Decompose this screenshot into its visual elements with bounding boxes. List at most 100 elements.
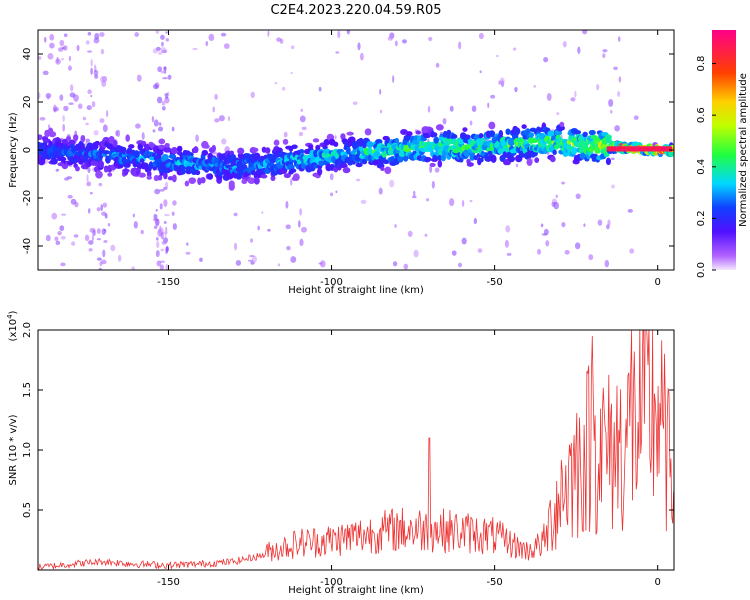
spectrogram-speckle <box>387 36 393 41</box>
spectrogram-speckle <box>110 244 116 252</box>
spectrogram-speckle <box>360 199 367 204</box>
spectrogram-cell <box>354 153 361 162</box>
spectrogram-cell <box>251 147 259 153</box>
spectrogram-speckle <box>261 211 264 214</box>
spectrogram-speckle <box>394 224 397 228</box>
spectrogram-cell <box>203 144 210 149</box>
spectrogram-speckle <box>283 131 288 138</box>
spectrogram-speckle <box>611 184 615 189</box>
spectrogram-speckle <box>63 45 68 51</box>
spectrogram-speckle <box>220 32 227 37</box>
spectrogram-cell <box>426 157 432 162</box>
spectrogram-speckle <box>96 238 102 241</box>
spectrogram-speckle <box>140 229 144 235</box>
spectrogram-speckle <box>426 198 430 202</box>
spectrogram-speckle <box>629 248 635 254</box>
spectrogram-speckle <box>214 93 218 100</box>
spectrogram-speckle <box>165 245 169 254</box>
snr-y-label: SNR (10 * v/v) <box>8 414 19 485</box>
spectrogram-cell <box>94 140 100 146</box>
spectrogram-cell <box>97 160 105 169</box>
spectrogram-cell <box>207 173 214 180</box>
spectrogram-speckle <box>611 157 615 161</box>
y-tick-label: -40 <box>22 238 33 254</box>
spectrogram-speckle <box>602 53 606 59</box>
spectrogram-cell <box>307 144 314 149</box>
spectrogram-speckle <box>157 229 163 237</box>
spectrogram-cell <box>605 157 612 166</box>
spectrogram-speckle <box>160 248 164 252</box>
spectrogram-cell <box>403 154 409 162</box>
spectrogram-speckle <box>564 249 570 255</box>
spectrogram-marks <box>38 30 674 270</box>
spectrogram-cell <box>38 134 43 141</box>
spectrogram-speckle <box>515 163 519 168</box>
spectrogram-speckle <box>163 199 168 207</box>
spectrogram-speckle <box>607 219 611 227</box>
spectrogram-cell <box>75 166 80 172</box>
spectrogram-speckle <box>85 122 89 126</box>
spectrogram-speckle <box>533 84 537 88</box>
spectrogram-speckle <box>160 70 165 74</box>
spectrogram-cell <box>507 138 516 146</box>
spectrogram-cell <box>588 129 596 136</box>
spectrogram-speckle <box>378 187 383 195</box>
spectrogram-cell <box>373 150 381 159</box>
spectrogram-speckle <box>473 217 478 225</box>
snr-series-line <box>38 330 674 570</box>
spectrogram-speckle <box>90 58 93 67</box>
spectrogram-speckle <box>434 167 440 173</box>
spectrogram-speckle <box>543 228 549 236</box>
spectrogram-speckle <box>100 204 103 212</box>
y-tick-label: 1.0 <box>22 442 33 458</box>
spectrogram-speckle <box>164 214 170 217</box>
colorbar-tick-label: 0.0 <box>696 262 707 278</box>
spectrogram-speckle <box>151 115 155 123</box>
spectrogram-speckle <box>158 51 163 55</box>
spectrogram-speckle <box>161 240 167 245</box>
spectrogram-speckle <box>337 30 341 39</box>
spectrogram-cell <box>107 172 113 177</box>
spectrogram-speckle <box>53 104 57 113</box>
spectrogram-cell <box>394 138 400 143</box>
spectrogram-speckle <box>257 225 260 231</box>
spectrogram-speckle <box>60 57 65 61</box>
spectrogram-speckle <box>577 46 581 54</box>
spectrogram-speckle <box>570 97 576 102</box>
x-tick-label: 0 <box>655 577 661 588</box>
spectrogram-cell <box>146 170 152 178</box>
spectrogram-speckle <box>87 89 92 95</box>
spectrogram-speckle <box>87 167 91 174</box>
spectrogram-speckle <box>540 223 544 228</box>
spectrogram-speckle <box>277 263 281 267</box>
spectrogram-speckle <box>449 198 455 207</box>
spectrogram-speckle <box>214 118 220 123</box>
spectrogram-cell <box>384 166 392 175</box>
spectrogram-cell <box>318 160 325 167</box>
spectrogram-speckle <box>223 43 230 49</box>
spectrogram-cell <box>299 149 305 154</box>
spectrogram-speckle <box>461 237 467 245</box>
spectrogram-speckle <box>57 230 62 236</box>
x-tick-label: -50 <box>486 277 502 288</box>
spectrogram-cell <box>125 134 131 142</box>
spectrogram-speckle <box>152 48 159 54</box>
spectrogram-speckle <box>424 233 428 237</box>
spectrogram-speckle <box>506 252 512 256</box>
spectrogram-speckle <box>208 33 215 42</box>
spectrogram-speckle <box>403 263 409 270</box>
spectrogram-speckle <box>46 94 51 100</box>
spectrogram-speckle <box>159 189 165 192</box>
y-tick-label: 2.0 <box>22 322 33 338</box>
spectrogram-speckle <box>235 260 242 266</box>
spectrogram-speckle <box>74 130 78 136</box>
spectrogram-speckle <box>59 94 64 101</box>
spectrogram-cell <box>225 164 232 169</box>
spectrogram-cell <box>487 150 493 156</box>
spectrogram-speckle <box>458 41 462 50</box>
spectrogram-speckle <box>610 109 613 114</box>
spectrogram-speckle <box>99 118 105 124</box>
spectrogram-speckle <box>218 115 225 122</box>
y-tick-label: 20 <box>22 96 33 109</box>
spectrogram-cell <box>341 163 348 169</box>
